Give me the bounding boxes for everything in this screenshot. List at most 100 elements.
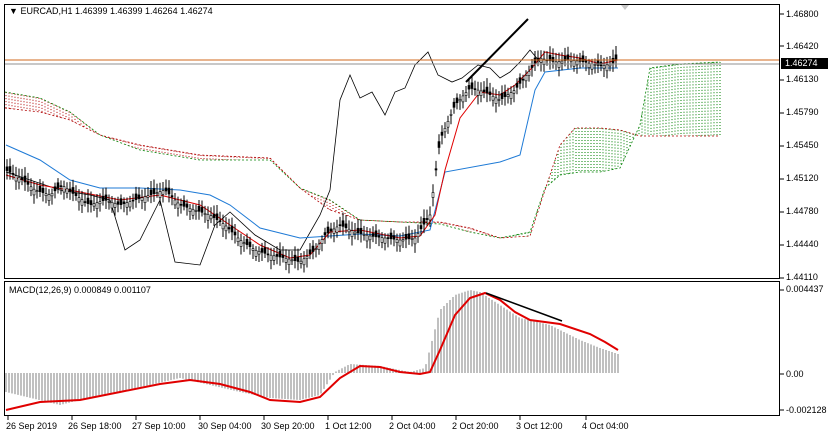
- candle-body-bear: [422, 218, 426, 225]
- time-label: 2 Oct 20:00: [452, 421, 499, 431]
- macd-bar: [575, 338, 577, 373]
- candle-body-bull: [17, 177, 21, 183]
- candle-body-bear: [71, 187, 75, 194]
- candle-body-bear: [419, 225, 423, 230]
- macd-bar: [59, 373, 61, 405]
- candle-body-bear: [83, 201, 87, 203]
- macd-bar: [47, 373, 49, 403]
- candle-body-bull: [506, 94, 510, 97]
- macd-bar: [227, 373, 229, 390]
- macd-bar: [128, 373, 130, 390]
- candle-body-bear: [521, 78, 525, 81]
- macd-bar: [176, 373, 178, 379]
- candle-body-bear: [278, 250, 282, 258]
- macd-bar: [20, 373, 22, 396]
- macd-bar: [584, 342, 586, 373]
- macd-bar: [74, 373, 76, 402]
- macd-bar: [71, 373, 73, 402]
- macd-bar: [305, 373, 307, 399]
- macd-bar: [452, 297, 454, 373]
- candle-body-bear: [116, 201, 120, 205]
- macd-bar: [56, 373, 58, 405]
- macd-bar: [362, 364, 364, 373]
- macd-bar: [347, 365, 349, 373]
- macd-bar: [359, 364, 361, 373]
- macd-bar: [344, 366, 346, 373]
- axis-ticks: [7, 13, 784, 420]
- candle-body-bull: [269, 254, 273, 261]
- macd-bar: [95, 373, 97, 396]
- ichimoku-cloud: [4, 61, 721, 239]
- macd-bar: [563, 332, 565, 373]
- candle-body-bull: [140, 197, 144, 201]
- candle-body-bull: [542, 58, 546, 65]
- candle-body-bull: [479, 90, 483, 96]
- macd-bar: [566, 333, 568, 373]
- candle-body-bull: [524, 75, 528, 82]
- candle-body-bull: [110, 202, 114, 209]
- candle-body-bear: [119, 198, 123, 205]
- price-trendline[interactable]: [465, 18, 529, 83]
- price-label: 1.44440: [786, 239, 819, 249]
- candle-body-bull: [497, 99, 501, 101]
- macd-bar: [548, 324, 550, 373]
- candle-body-bear: [518, 77, 522, 84]
- candle-body-bear: [434, 168, 438, 171]
- candle-body-bull: [65, 188, 69, 194]
- macd-bar: [350, 364, 352, 373]
- candle-body-bear: [179, 203, 183, 206]
- candle-body-bull: [509, 92, 513, 99]
- time-label: 26 Sep 18:00: [68, 421, 122, 431]
- candle-body-bear: [407, 233, 411, 240]
- macd-bar: [35, 373, 37, 400]
- candle-body-bull: [347, 228, 351, 233]
- candle-body-bear: [566, 54, 570, 61]
- candle-body-bull: [365, 234, 369, 242]
- macd-bar: [278, 373, 280, 399]
- candle-body-bear: [5, 166, 9, 171]
- macd-bar: [14, 373, 16, 395]
- candle-body-bull: [242, 242, 246, 244]
- candle-body-bear: [56, 182, 60, 189]
- candle-body-bear: [200, 207, 204, 213]
- macd-bar: [440, 309, 442, 373]
- macd-bar: [62, 373, 64, 405]
- macd-bar: [413, 370, 415, 373]
- macd-bar: [536, 321, 538, 373]
- candle-body-bear: [131, 199, 135, 202]
- candle-body-bull: [29, 186, 33, 191]
- macd-bar: [602, 349, 604, 373]
- candle-body-bear: [152, 188, 156, 194]
- macd-axis-label: 0.004437: [786, 284, 824, 294]
- triangle-down-icon[interactable]: ▼: [9, 6, 18, 16]
- candle-body-bull: [572, 60, 576, 67]
- macd-bar: [473, 290, 475, 373]
- candle-body-bull: [314, 248, 318, 250]
- candle-body-bull: [461, 95, 465, 103]
- macd-bar: [320, 373, 322, 394]
- macd-bar: [386, 367, 388, 373]
- macd-bar: [116, 373, 118, 392]
- macd-bar: [587, 343, 589, 373]
- macd-bar: [590, 344, 592, 373]
- macd-bar: [293, 373, 295, 400]
- candle-body-bull: [155, 192, 159, 194]
- candle-body-bull: [383, 237, 387, 244]
- macd-trendline[interactable]: [485, 292, 563, 322]
- chart-shift-marker[interactable]: [621, 5, 629, 10]
- candle-body-bull: [395, 239, 399, 243]
- macd-bar: [230, 373, 232, 390]
- price-label: 1.45450: [786, 140, 819, 150]
- macd-bar: [464, 291, 466, 373]
- candle-body-bear: [104, 194, 108, 201]
- candle-body-bull: [32, 188, 36, 196]
- macd-bar: [284, 373, 286, 399]
- macd-bar: [299, 373, 301, 400]
- candle-body-bear: [614, 54, 618, 61]
- kijun-sen-line: [5, 67, 618, 239]
- macd-bar: [11, 373, 13, 394]
- candle-body-bull: [602, 65, 606, 69]
- candle-body-bull: [224, 225, 228, 232]
- candle-body-bear: [89, 200, 93, 205]
